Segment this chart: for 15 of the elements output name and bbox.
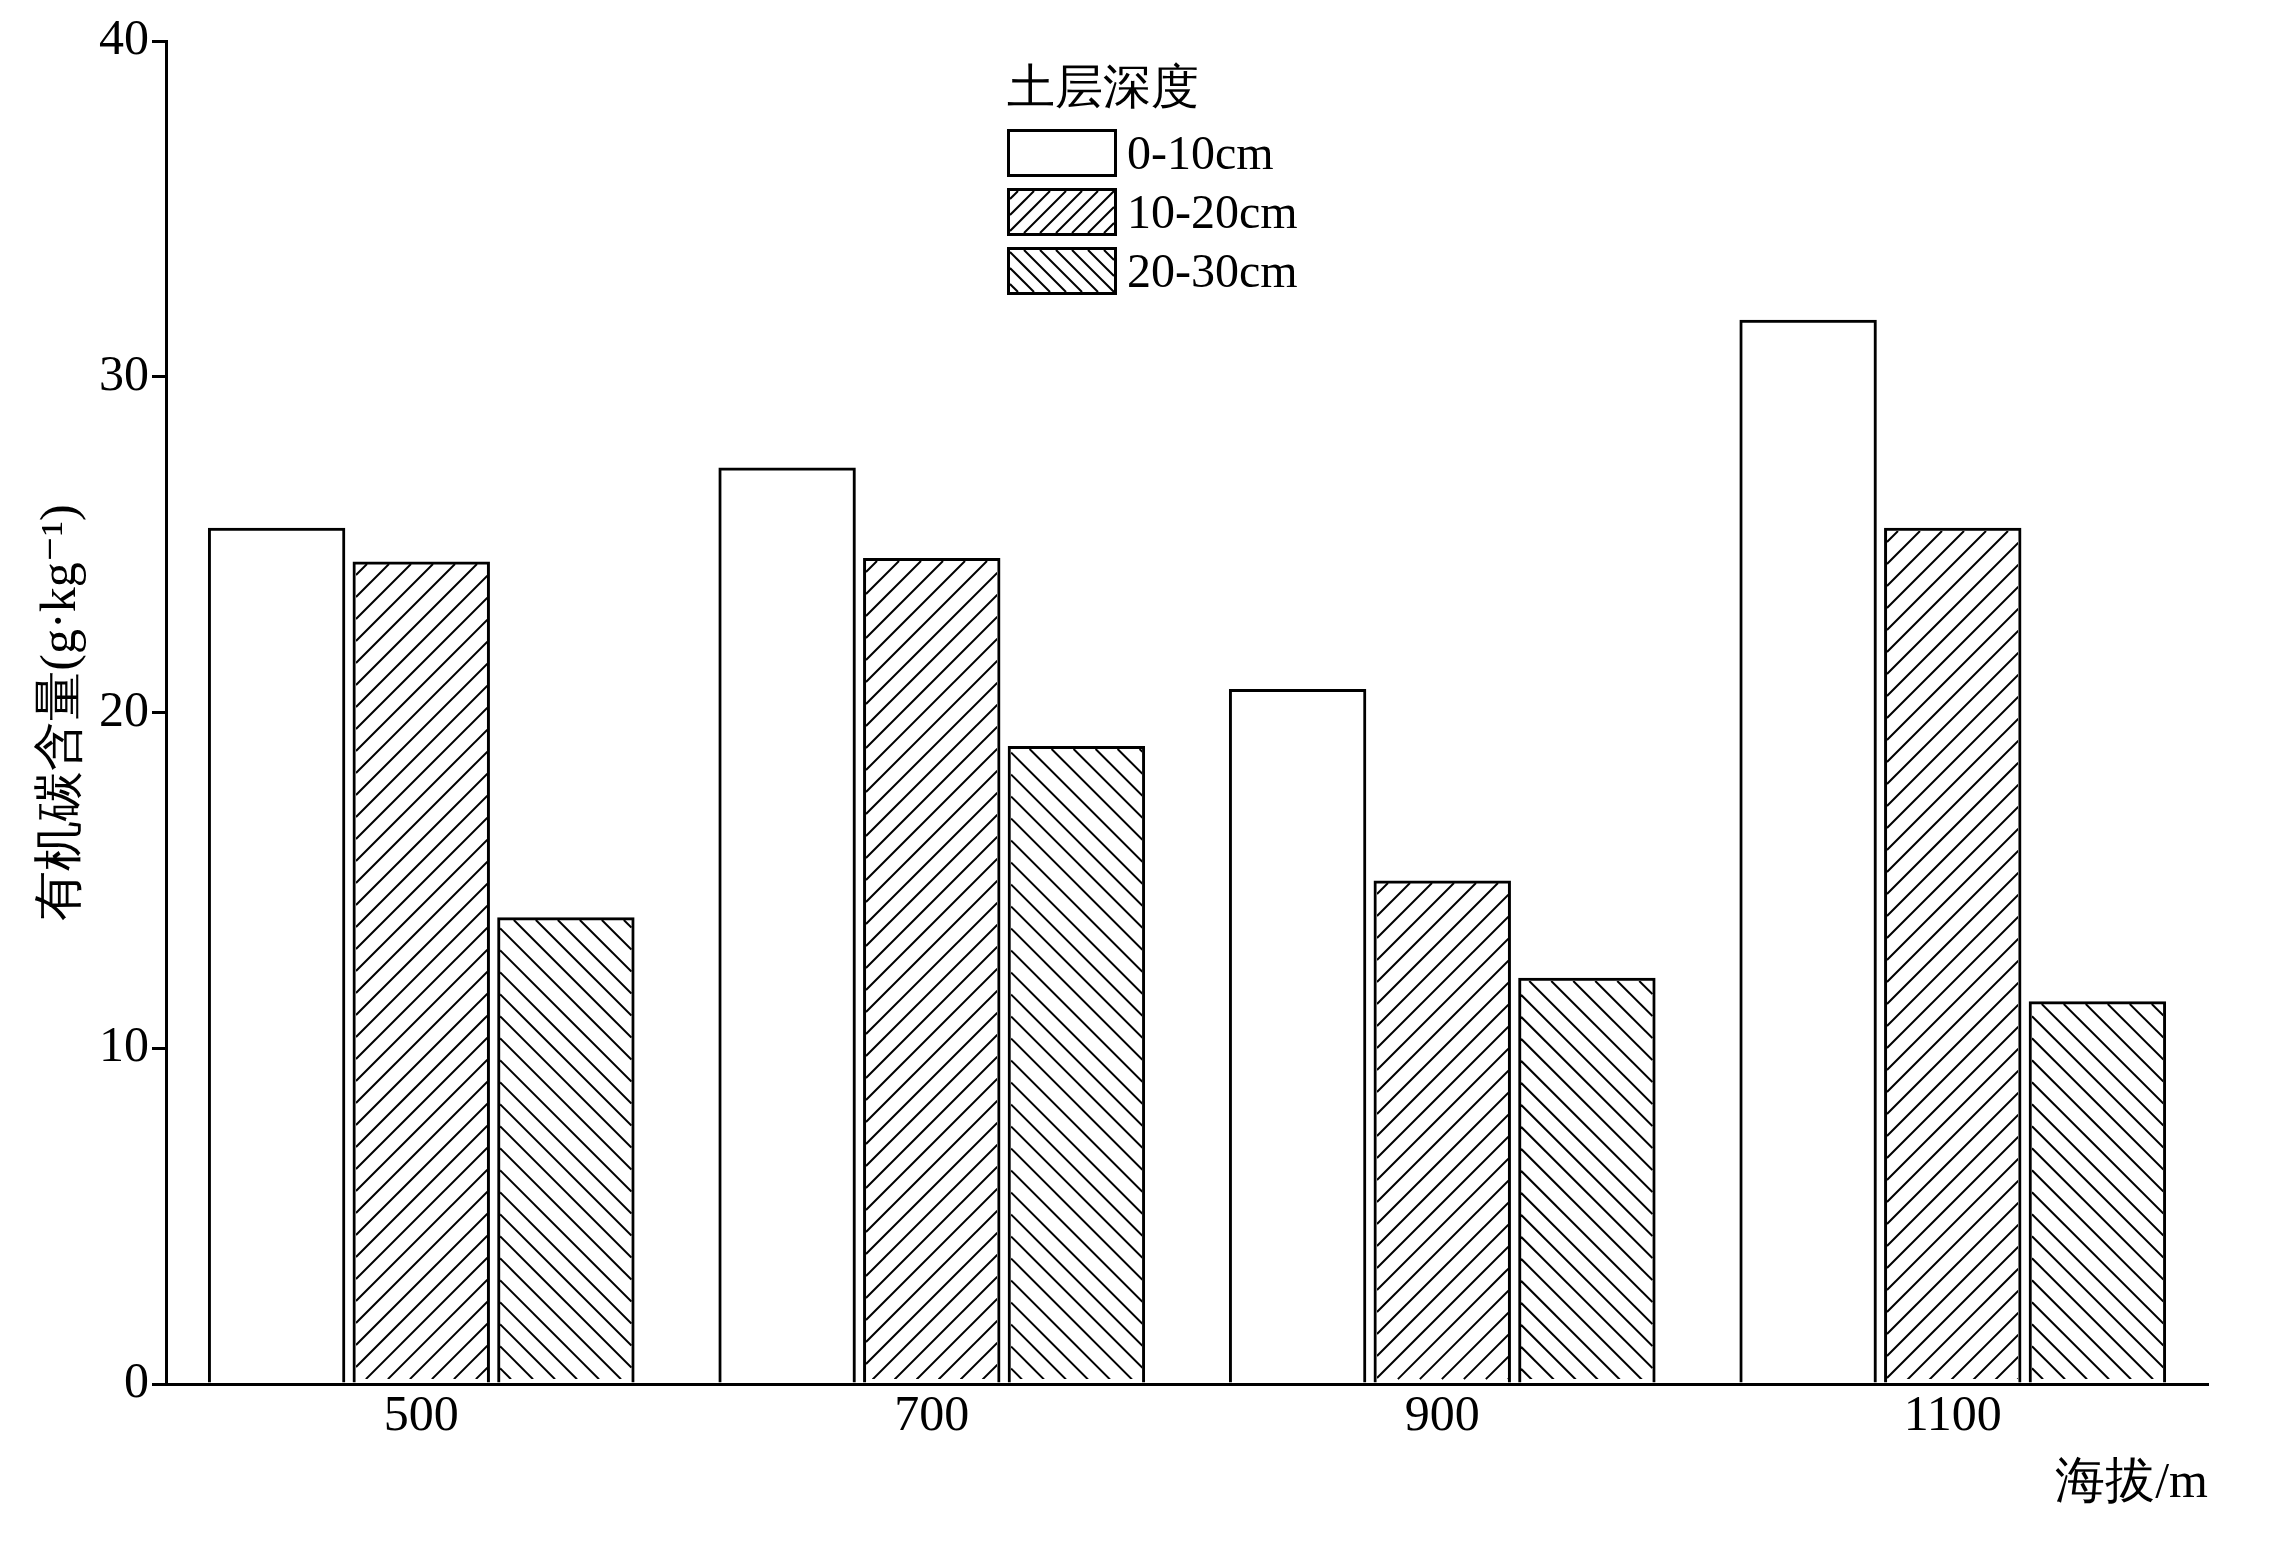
- legend-title: 土层深度: [1007, 59, 1200, 115]
- legend-label: 10-20cm: [1127, 184, 1298, 239]
- y-tick-label: 30: [99, 344, 149, 401]
- x-tick-label: 1100: [1903, 1385, 2002, 1442]
- x-tick-label: 500: [383, 1385, 459, 1442]
- legend-label: 20-30cm: [1127, 243, 1298, 298]
- x-tick-label: 900: [1404, 1385, 1480, 1442]
- x-tick-label: 700: [894, 1385, 970, 1442]
- x-axis-title: 海拔/m: [2055, 1452, 2209, 1509]
- y-axis-title: 有机碳含量(g·kg⁻¹): [30, 504, 87, 921]
- y-tick-label: 0: [124, 1352, 149, 1409]
- y-tick-label: 10: [99, 1016, 149, 1073]
- y-tick-label: 20: [99, 680, 149, 737]
- y-tick-label: 40: [99, 9, 149, 66]
- legend-label: 0-10cm: [1127, 125, 1274, 180]
